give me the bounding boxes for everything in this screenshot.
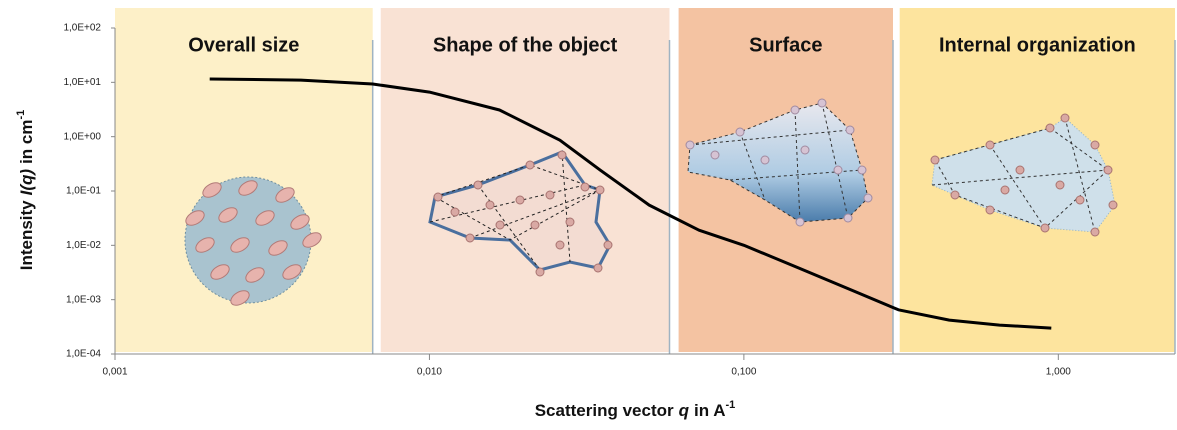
y-tick-label: 1,0E+01 [63, 77, 101, 88]
y-axis-title-exp: -1 [15, 110, 27, 120]
y-tick-label: 1,0E-01 [66, 186, 101, 197]
surface-atoms [685, 98, 873, 227]
region-label: Surface [749, 34, 822, 56]
illustrations [184, 98, 1118, 306]
x-axis-title-exp: -1 [725, 399, 735, 411]
axes [111, 27, 1175, 360]
organization-mesh [931, 117, 1109, 233]
x-tick-label: 0,100 [731, 367, 756, 378]
y-tick-label: 1,0E-02 [66, 240, 101, 251]
y-axis-title-var: I(q) [17, 169, 36, 196]
x-axis-title: Scattering vector q in A-1 [535, 399, 736, 421]
y-axis-title-text: Intensity [17, 200, 36, 270]
intensity-curve [209, 77, 1052, 330]
y-axis-title: Intensity I(q) in cm-1 [15, 110, 37, 271]
region-label: Overall size [188, 34, 299, 56]
object-atoms [433, 150, 613, 277]
x-axis-title-text: Scattering vector [535, 401, 674, 420]
y-tick-label: 1,0E-04 [66, 349, 101, 360]
particles [185, 180, 322, 306]
region-label: Internal organization [939, 34, 1136, 56]
x-axis-title-unit: in A [694, 401, 725, 420]
y-tick-label: 1,0E+00 [63, 131, 101, 142]
y-tick-label: 1,0E-03 [66, 294, 101, 305]
region-label: Shape of the object [433, 34, 618, 56]
surface-mesh [689, 102, 863, 223]
x-axis-title-var: q [679, 401, 690, 420]
y-tick-label: 1,0E+02 [63, 23, 101, 34]
x-tick-label: 0,010 [417, 367, 442, 378]
x-tick-label: 0,001 [102, 367, 127, 378]
y-axis-title-unit: in cm [17, 120, 36, 164]
organization-atoms [930, 113, 1118, 237]
x-tick-label: 1,000 [1046, 367, 1071, 378]
